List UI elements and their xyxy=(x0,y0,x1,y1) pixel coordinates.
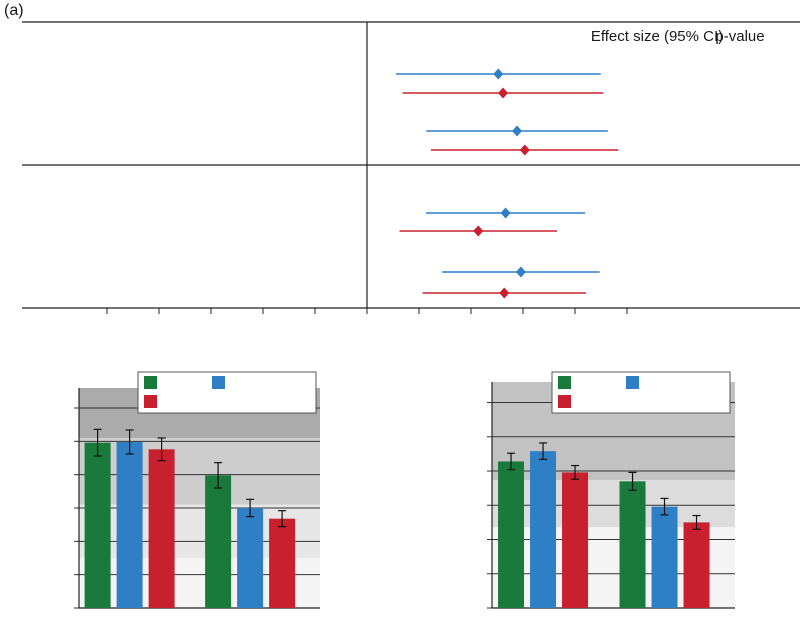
bar xyxy=(116,442,143,608)
point-estimate xyxy=(493,68,504,80)
bar-chart-madrs xyxy=(487,371,735,609)
bar xyxy=(205,475,232,608)
point-estimate xyxy=(500,207,511,219)
legend-swatch xyxy=(558,376,571,389)
bar xyxy=(562,472,589,608)
panel-label-a: (a) xyxy=(4,2,24,19)
bar xyxy=(269,518,296,608)
legend-swatch xyxy=(558,395,571,408)
bar xyxy=(84,442,111,608)
bar xyxy=(148,449,175,608)
point-estimate xyxy=(515,266,526,278)
forest-plot: (a) p-value Effect size (95% CI) xyxy=(4,2,800,314)
bar xyxy=(530,451,557,608)
col-header-p-value: p-value xyxy=(715,28,764,45)
bar xyxy=(651,506,678,608)
col-header-effect-size: Effect size (95% CI) xyxy=(591,28,723,45)
legend-box xyxy=(551,371,731,414)
bar xyxy=(237,508,264,608)
legend-swatch xyxy=(212,376,225,389)
bar xyxy=(619,481,646,608)
point-estimate xyxy=(499,287,510,299)
point-estimate xyxy=(519,144,530,156)
legend-swatch xyxy=(626,376,639,389)
bar-chart-bai xyxy=(74,371,320,609)
severity-band xyxy=(79,438,320,505)
bar xyxy=(683,522,710,608)
legend-box xyxy=(137,371,317,414)
point-estimate xyxy=(473,225,484,237)
point-estimate xyxy=(497,87,508,99)
point-estimate xyxy=(512,125,523,137)
severity-band xyxy=(492,479,735,528)
legend-swatch xyxy=(144,376,157,389)
bar xyxy=(498,461,525,608)
legend-swatch xyxy=(144,395,157,408)
